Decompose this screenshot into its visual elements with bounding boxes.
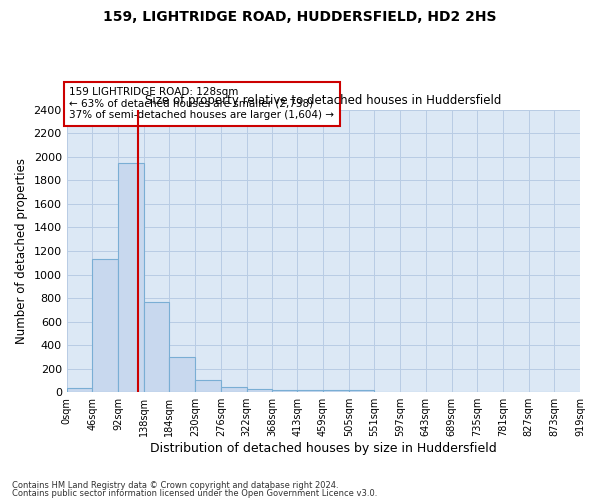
Bar <box>195 380 221 392</box>
Bar <box>349 390 374 392</box>
Y-axis label: Number of detached properties: Number of detached properties <box>15 158 28 344</box>
Bar <box>118 163 144 392</box>
Bar <box>92 259 118 392</box>
Bar <box>144 302 169 392</box>
Text: 159, LIGHTRIDGE ROAD, HUDDERSFIELD, HD2 2HS: 159, LIGHTRIDGE ROAD, HUDDERSFIELD, HD2 … <box>103 10 497 24</box>
Bar <box>67 388 92 392</box>
Bar <box>323 390 349 392</box>
Bar <box>169 357 195 392</box>
Text: Contains HM Land Registry data © Crown copyright and database right 2024.: Contains HM Land Registry data © Crown c… <box>12 481 338 490</box>
Text: Contains public sector information licensed under the Open Government Licence v3: Contains public sector information licen… <box>12 488 377 498</box>
Text: 159 LIGHTRIDGE ROAD: 128sqm
← 63% of detached houses are smaller (2,738)
37% of : 159 LIGHTRIDGE ROAD: 128sqm ← 63% of det… <box>70 87 334 120</box>
Bar <box>272 390 298 392</box>
Title: Size of property relative to detached houses in Huddersfield: Size of property relative to detached ho… <box>145 94 502 107</box>
Bar <box>221 387 247 392</box>
X-axis label: Distribution of detached houses by size in Huddersfield: Distribution of detached houses by size … <box>150 442 497 455</box>
Bar <box>298 390 323 392</box>
Bar <box>247 388 272 392</box>
